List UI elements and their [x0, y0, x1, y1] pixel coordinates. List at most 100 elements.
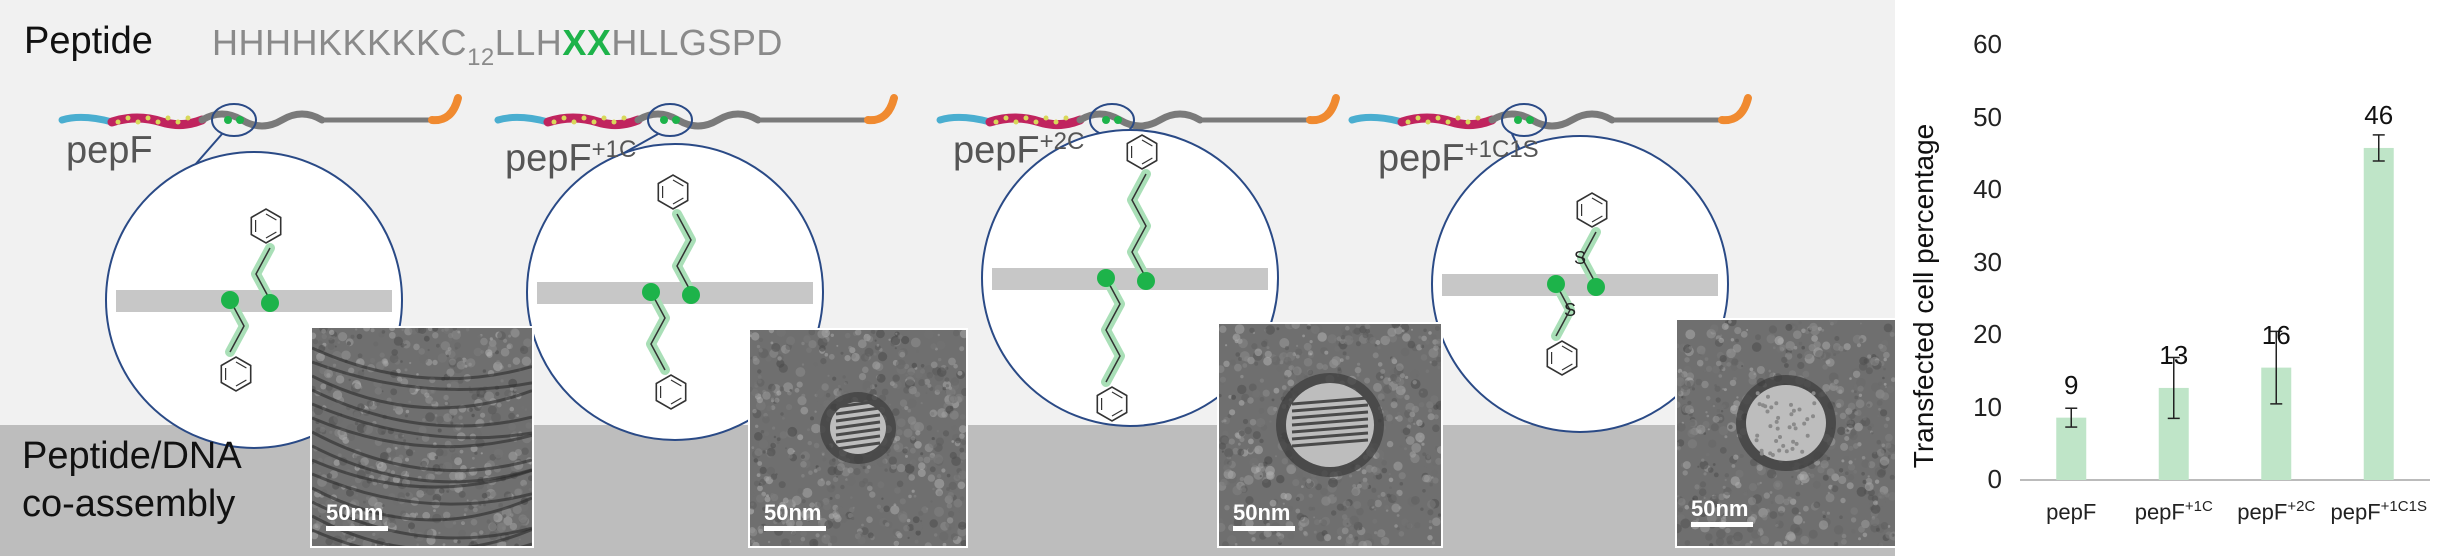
tem-grain: [901, 336, 910, 345]
tem-grain: [821, 383, 829, 391]
tem-grain: [1837, 426, 1846, 436]
tem-grain: [1392, 376, 1400, 384]
benzene-bond: [1111, 391, 1123, 399]
tem-grain: [1279, 338, 1290, 348]
tem-grain: [844, 355, 851, 362]
tem-grain: [458, 415, 463, 420]
strand-bead: [1003, 115, 1009, 121]
tem-grain: [828, 459, 836, 466]
tem-grain: [330, 519, 336, 525]
y-tick-label: 0: [1987, 464, 2002, 494]
tem-grain: [503, 338, 508, 343]
tem-grain: [1677, 401, 1681, 408]
tem-grain: [1716, 529, 1726, 539]
variant-label-pepf-1c1s: pepF+1C1S: [1378, 136, 1539, 180]
tem-grain: [334, 345, 337, 348]
tem-grain: [1223, 464, 1231, 472]
tem-grain: [1833, 379, 1839, 385]
anchor-dot: [1547, 275, 1565, 293]
tem-grain: [770, 397, 775, 401]
tem-grain: [1242, 363, 1248, 368]
tem-grain: [1311, 506, 1316, 511]
tem-grain: [1426, 401, 1434, 409]
lower-chain: [1105, 277, 1121, 383]
tem-grain: [1715, 397, 1721, 403]
tem-grain: [432, 328, 439, 332]
tem-grain: [817, 337, 828, 348]
tem-grain: [472, 456, 475, 460]
tem-grain: [1867, 425, 1872, 431]
tem-grain: [403, 439, 407, 443]
tem-grain: [1841, 538, 1847, 545]
tem-grain: [1706, 513, 1717, 524]
tem-grain: [1341, 514, 1348, 520]
tem-grain: [1740, 331, 1748, 338]
upper-chain: [1581, 231, 1597, 285]
tem-grain: [1718, 426, 1729, 436]
tem-grain: [318, 340, 323, 345]
tem-grain: [1694, 484, 1700, 490]
tem-grain: [1232, 447, 1240, 455]
tem-grain: [878, 352, 888, 362]
tem-grain: [1714, 385, 1721, 392]
tem-grain: [1269, 420, 1272, 423]
benzene-ring: [655, 374, 687, 410]
tem-grain: [1802, 521, 1806, 524]
tem-grain: [957, 481, 966, 490]
tem-grain: [495, 360, 501, 365]
tem-grain: [1722, 485, 1726, 489]
tem-grain: [1721, 401, 1730, 409]
tem-grain: [767, 508, 773, 514]
tem-grain: [1323, 534, 1332, 542]
tem-grain: [318, 471, 321, 475]
strand-orange-segment: [428, 94, 462, 125]
tem-grain: [1836, 402, 1842, 408]
tem-grain: [393, 336, 403, 346]
tem-grain: [1428, 408, 1432, 413]
tem-grain: [1219, 325, 1227, 333]
tem-grain: [1848, 463, 1855, 471]
tem-grain: [915, 430, 921, 436]
tem-grain: [802, 487, 813, 498]
tem-grain: [1755, 334, 1761, 341]
tem-grain: [1680, 518, 1691, 529]
strand-bead: [155, 119, 161, 125]
tem-grain: [389, 328, 396, 332]
tem-fiber: [312, 346, 532, 381]
tem-grain: [896, 463, 906, 473]
tem-grain: [1247, 356, 1255, 365]
particle-speckle: [1789, 402, 1793, 407]
tem-grain: [1769, 491, 1773, 494]
particle-stripe: [835, 420, 881, 430]
tem-grain: [1852, 370, 1861, 378]
tem-grain: [1801, 345, 1805, 350]
tem-grain: [754, 448, 763, 457]
tem-grain: [1840, 497, 1846, 504]
tem-grain: [1233, 518, 1243, 527]
tem-grain: [1707, 467, 1714, 473]
tem-grain: [1349, 515, 1359, 525]
tem-grain: [779, 501, 787, 510]
tem-grain: [1698, 508, 1708, 517]
tem-grain: [1883, 357, 1887, 362]
tem-grain: [822, 457, 827, 462]
tem-grain: [1722, 514, 1727, 519]
tem-grain: [1808, 529, 1818, 539]
tem-grain: [372, 532, 376, 536]
strand-blue-segment: [58, 113, 116, 126]
tem-grain: [514, 543, 519, 546]
tem-grain: [374, 543, 377, 546]
tem-grain: [1685, 329, 1696, 340]
tem-grain: [1877, 414, 1880, 418]
tem-grain: [1695, 514, 1698, 517]
tem-grain: [1703, 369, 1707, 373]
tem-grain: [512, 505, 522, 515]
tem-grain: [897, 334, 903, 340]
tem-grain: [1853, 469, 1857, 474]
tem-grain: [1302, 334, 1305, 338]
tem-grain: [328, 335, 334, 341]
sulfur-atom-label: S: [1574, 248, 1586, 268]
tem-grain: [1234, 324, 1245, 334]
tem-grain: [807, 440, 812, 446]
tem-grain: [1708, 439, 1717, 448]
